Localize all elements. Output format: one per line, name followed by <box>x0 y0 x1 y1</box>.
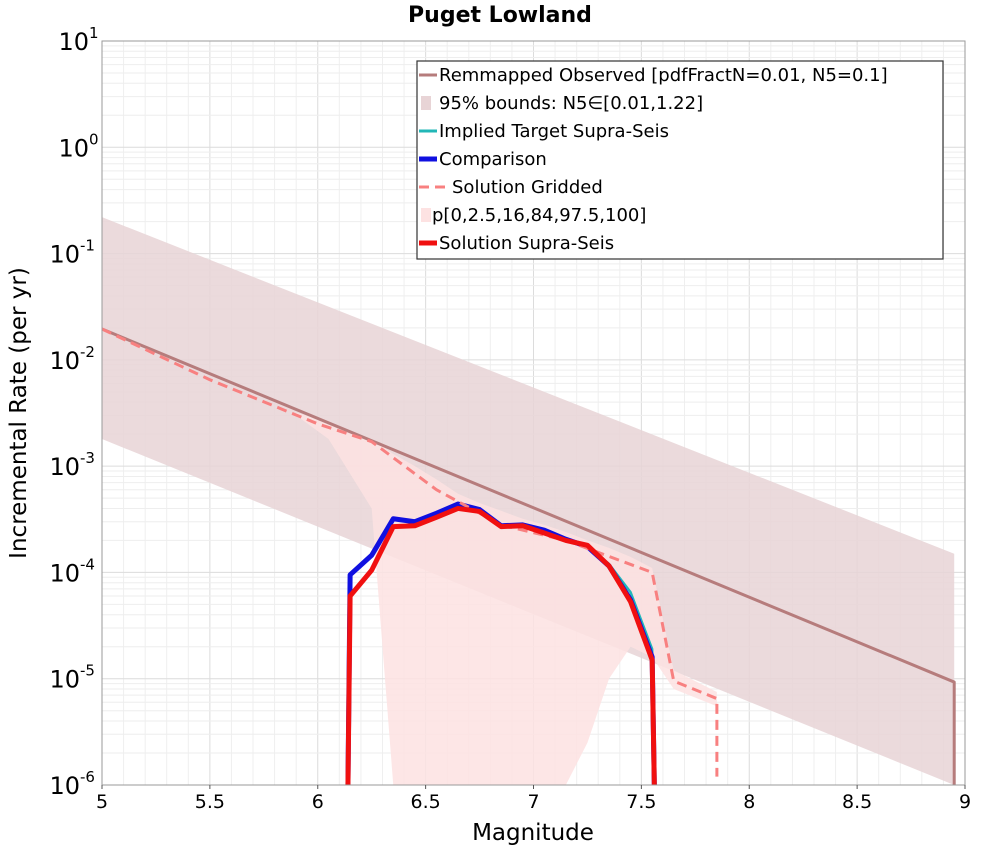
chart-title: Puget Lowland <box>408 3 592 28</box>
y-axis-label: Incremental Rate (per yr) <box>6 267 32 559</box>
x-tick-label: 8 <box>743 791 755 813</box>
x-tick-label: 7.5 <box>626 791 656 813</box>
legend-label: 95% bounds: N5∈[0.01,1.22] <box>439 93 703 114</box>
y-tick-exponent: -5 <box>80 662 95 680</box>
legend-swatch <box>421 208 431 222</box>
y-tick-exponent: 0 <box>89 130 99 148</box>
bands <box>102 217 955 786</box>
y-tick-label: 10 <box>49 666 80 694</box>
legend-label: Comparison <box>439 149 547 170</box>
legend-label: p[0,2.5,16,84,97.5,100] <box>432 205 646 226</box>
series-lines <box>101 327 956 786</box>
x-axis-label: Magnitude <box>472 820 594 846</box>
y-tick-exponent: -4 <box>80 555 95 573</box>
y-tick-label: 10 <box>49 559 80 587</box>
y-tick-label: 10 <box>49 347 80 375</box>
legend-swatch <box>421 96 431 110</box>
legend: Remmapped Observed [pdfFractN=0.01, N5=0… <box>416 60 944 260</box>
x-tick-label: 8.5 <box>842 791 872 813</box>
y-tick-exponent: 1 <box>89 24 99 42</box>
y-tick-label: 10 <box>58 134 89 162</box>
y-tick-label: 10 <box>58 28 89 56</box>
legend-label: Solution Supra-Seis <box>439 233 614 254</box>
y-tick-label: 10 <box>49 772 80 800</box>
legend-box <box>416 60 944 260</box>
y-tick-exponent: -6 <box>80 768 95 786</box>
series-band-1 <box>102 217 955 786</box>
x-tick-label: 6.5 <box>411 791 441 813</box>
x-tick-label: 7 <box>527 791 539 813</box>
y-tick-label: 10 <box>49 241 80 269</box>
series-line-6 <box>345 505 657 786</box>
y-tick-exponent: -3 <box>80 449 95 467</box>
y-tick-exponent: -1 <box>80 237 95 255</box>
series-band-5 <box>296 412 717 785</box>
series-line-0 <box>101 327 956 785</box>
x-tick-label: 6 <box>312 791 324 813</box>
x-tick-label: 9 <box>959 791 971 813</box>
legend-label: Remmapped Observed [pdfFractN=0.01, N5=0… <box>439 65 888 86</box>
legend-label: Implied Target Supra-Seis <box>439 121 669 142</box>
x-tick-label: 5.5 <box>195 791 225 813</box>
series-line-4 <box>101 327 719 777</box>
y-tick-exponent: -2 <box>80 343 95 361</box>
y-tick-label: 10 <box>49 453 80 481</box>
x-ticks: 5 5.5 6 6.5 7 7.5 8 8.5 9 <box>96 785 971 813</box>
x-tick-label: 5 <box>96 791 108 813</box>
legend-label: Solution Gridded <box>452 177 603 198</box>
